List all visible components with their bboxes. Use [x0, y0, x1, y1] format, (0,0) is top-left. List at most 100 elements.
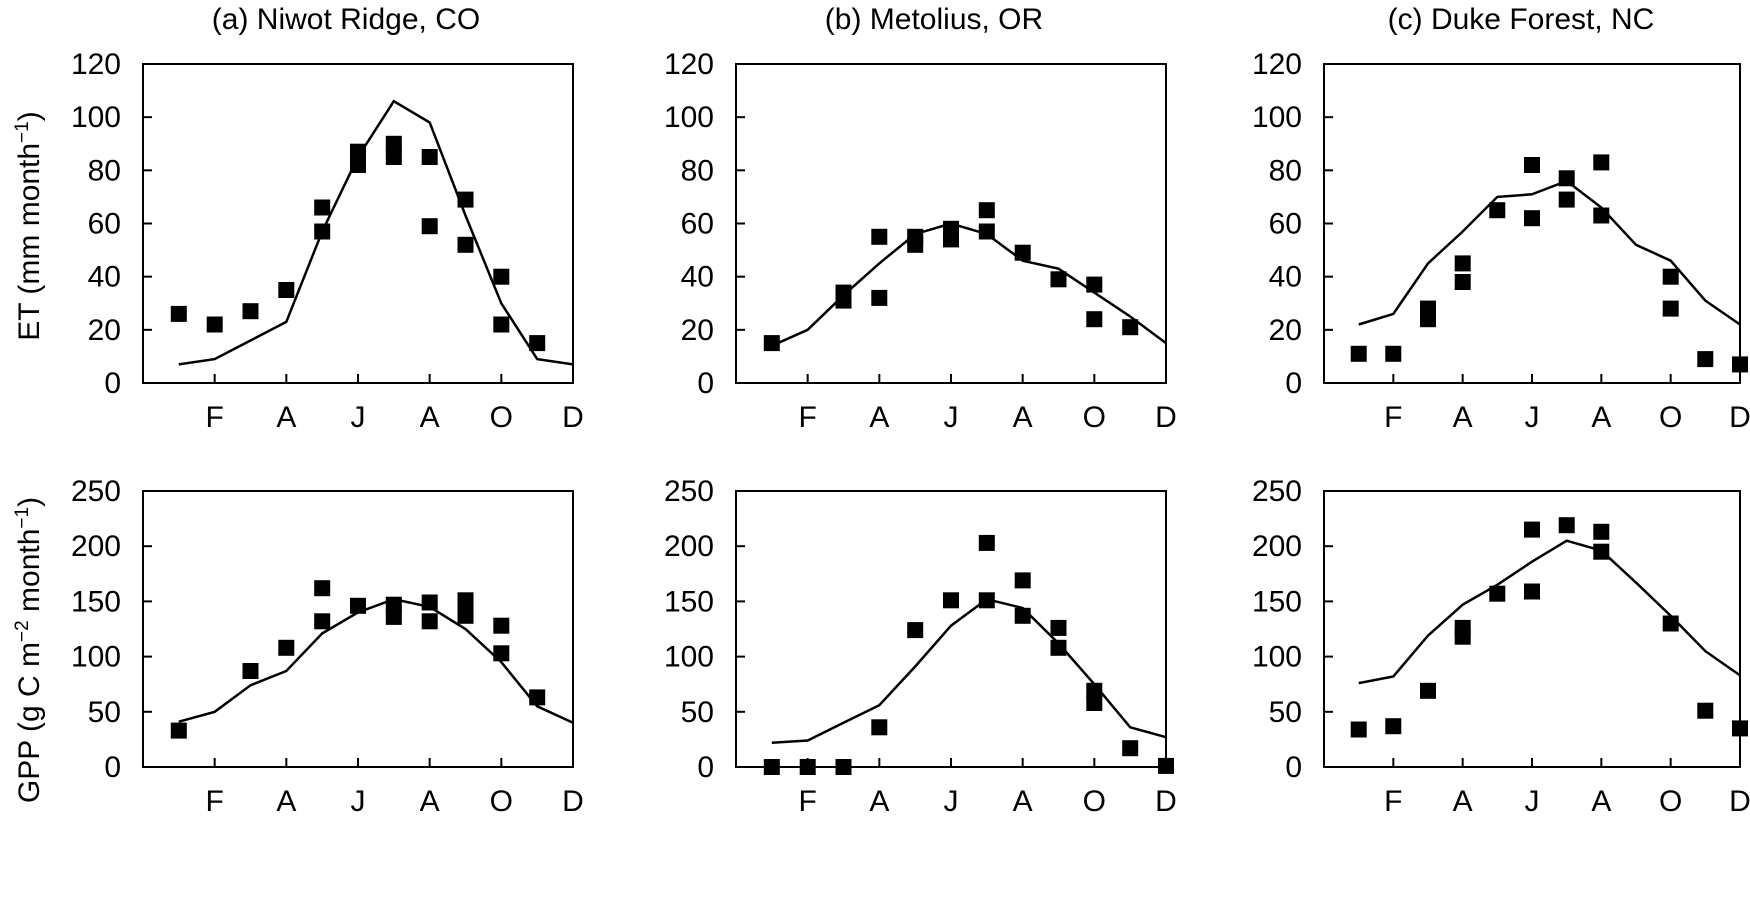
observed-point — [978, 202, 995, 219]
y-axis-label-et-exp: −1 — [12, 121, 33, 143]
observed-point — [871, 289, 888, 306]
x-tick-label: A — [869, 785, 889, 818]
observed-point — [493, 316, 510, 333]
observed-point — [1662, 300, 1679, 317]
x-tick-label: A — [1591, 785, 1611, 818]
y-tick-label: 150 — [1252, 585, 1302, 618]
observed-point — [314, 613, 331, 630]
observed-point — [170, 305, 187, 322]
observed-point — [1697, 702, 1714, 719]
observed-point — [1350, 345, 1367, 362]
observed-point — [1454, 619, 1471, 636]
observed-point — [278, 639, 295, 656]
x-tick-label: J — [351, 401, 366, 434]
y-tick-label: 100 — [1252, 101, 1302, 134]
observed-point — [1158, 757, 1174, 774]
x-tick-label: O — [1083, 785, 1106, 818]
observed-point — [1662, 615, 1679, 632]
observed-point — [1420, 300, 1436, 317]
x-tick-label: A — [1453, 785, 1473, 818]
x-tick-label: D — [1155, 401, 1177, 434]
observed-point — [1014, 607, 1031, 624]
x-tick-label: A — [420, 401, 440, 434]
observed-point — [529, 689, 546, 706]
observed-point — [1593, 207, 1610, 224]
observed-point — [242, 663, 259, 679]
plot-frame — [735, 490, 1167, 768]
panel-et-c: 0 20 40 60 80 100 120 F A J A O D — [1252, 48, 1750, 434]
observed-point — [978, 534, 995, 551]
observed-point — [278, 282, 295, 298]
x-tick-label: A — [276, 401, 296, 434]
x-tick-label: A — [1013, 401, 1033, 434]
y-tick-label: 200 — [1252, 530, 1302, 563]
observed-point — [1662, 268, 1679, 285]
y-tick-label: 50 — [88, 696, 121, 729]
x-tick-label: D — [1729, 785, 1750, 818]
panels: 0 20 40 60 80 100 120 F A J A O D 0 20 40 60 80 100 120 F A J A… — [71, 48, 1750, 818]
y-tick-label: 80 — [1269, 154, 1302, 187]
model-line — [771, 597, 1167, 744]
observed-point — [457, 607, 474, 624]
x-tick-label: O — [1659, 785, 1682, 818]
y-tick-label: 40 — [681, 261, 714, 294]
x-tick-label: F — [799, 401, 817, 434]
observed-point — [763, 335, 780, 352]
observed-point — [385, 149, 402, 165]
observed-point — [457, 191, 474, 208]
y-tick-label: 150 — [71, 585, 121, 618]
x-tick-label: F — [1384, 785, 1402, 818]
observed-point — [1086, 682, 1103, 699]
y-tick-label: 250 — [71, 475, 121, 508]
y-tick-label: 80 — [88, 154, 121, 187]
observed-point — [493, 268, 510, 285]
y-tick-label: 60 — [1269, 208, 1302, 241]
observed-point — [421, 218, 438, 235]
observed-point — [871, 719, 888, 736]
observed-point — [1593, 154, 1610, 171]
y-axis-label-et: ET (mm month−1) — [12, 111, 46, 340]
observed-point — [1050, 619, 1067, 636]
y-tick-label: 250 — [1252, 475, 1302, 508]
y-tick-label: 0 — [104, 367, 121, 400]
panel-gpp-b: 0 50 100 150 200 250 F A J A O D — [664, 475, 1177, 818]
observed-point — [1122, 319, 1139, 336]
y-tick-label: 0 — [104, 751, 121, 784]
observed-point — [1489, 202, 1506, 219]
observed-point — [1489, 585, 1506, 602]
x-tick-label: F — [799, 785, 817, 818]
observed-point — [1086, 311, 1103, 328]
panel-title-b: (b) Metolius, OR — [825, 3, 1043, 36]
observed-point — [314, 223, 331, 240]
observed-point — [835, 284, 852, 301]
panel-et-b: 0 20 40 60 80 100 120 F A J A O D — [664, 48, 1177, 434]
observed-point — [1697, 351, 1714, 368]
y-axis-label-gpp-close: ) — [13, 497, 46, 507]
observed-point — [1593, 523, 1610, 540]
y-axis-label-gpp-mid: month — [13, 529, 46, 621]
observed-point — [1014, 244, 1031, 261]
x-tick-label: O — [490, 401, 513, 434]
observed-point — [1593, 543, 1610, 560]
y-tick-label: 0 — [697, 751, 714, 784]
y-axis-label-gpp: GPP (g C m−2 month−1) — [12, 497, 46, 803]
observed-point — [170, 722, 187, 739]
y-tick-label: 40 — [1269, 261, 1302, 294]
panel-title-a: (a) Niwot Ridge, CO — [212, 3, 480, 36]
x-tick-label: F — [1384, 401, 1402, 434]
observed-point — [421, 594, 438, 611]
observed-point — [1350, 721, 1367, 738]
observed-point — [457, 236, 474, 253]
y-tick-label: 60 — [88, 208, 121, 241]
x-tick-label: D — [1155, 785, 1177, 818]
x-tick-label: O — [1659, 401, 1682, 434]
observed-point — [206, 316, 223, 333]
model-line — [1358, 539, 1741, 685]
x-tick-label: J — [944, 785, 959, 818]
observed-point — [1732, 356, 1748, 373]
observed-point — [493, 645, 510, 662]
y-tick-label: 200 — [664, 530, 714, 563]
observed-point — [1524, 583, 1540, 600]
plot-frame — [142, 63, 574, 384]
